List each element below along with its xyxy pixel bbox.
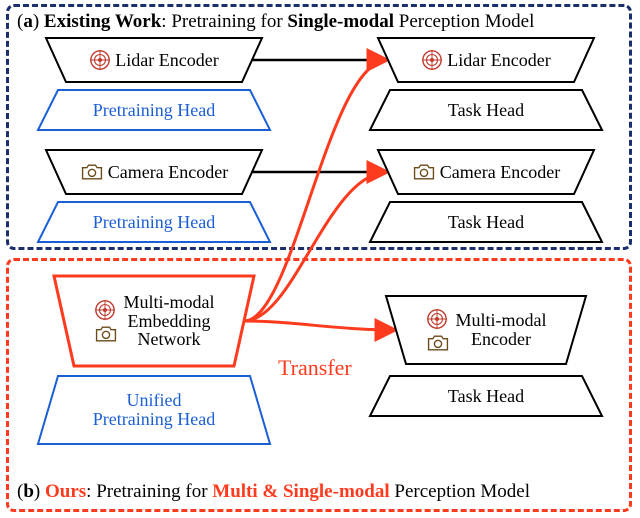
panel-a-title: (a) Existing Work: Pretraining for Singl… xyxy=(17,11,534,33)
camera-icon xyxy=(426,333,450,353)
block-camera-enc-left: Camera Encoder xyxy=(46,150,262,194)
camera-icon xyxy=(80,162,104,182)
block-label: Lidar Encoder xyxy=(46,38,262,82)
block-lidar-enc-right: Lidar Encoder xyxy=(378,38,594,82)
camera-icon xyxy=(94,324,118,344)
block-label: Multi-modalEmbeddingNetwork xyxy=(54,276,254,366)
transfer-label: Transfer xyxy=(278,355,352,381)
block-task-head-1: Task Head xyxy=(370,90,602,130)
block-mm-embed: Multi-modalEmbeddingNetwork xyxy=(54,276,254,366)
block-label: Multi-modalEncoder xyxy=(386,296,586,364)
block-label: Task Head xyxy=(370,202,602,242)
block-label: Task Head xyxy=(370,376,602,416)
block-camera-enc-right: Camera Encoder xyxy=(378,150,594,194)
panel-b-title: (b) Ours: Pretraining for Multi & Single… xyxy=(17,481,530,503)
block-task-head-3: Task Head xyxy=(370,376,602,416)
block-label: Pretraining Head xyxy=(38,90,270,130)
block-unified-head: UnifiedPretraining Head xyxy=(38,376,270,444)
lidar-icon xyxy=(94,299,116,321)
block-task-head-2: Task Head xyxy=(370,202,602,242)
block-mm-enc: Multi-modalEncoder xyxy=(386,296,586,364)
lidar-icon xyxy=(421,49,443,71)
block-label: UnifiedPretraining Head xyxy=(38,376,270,444)
block-label: Camera Encoder xyxy=(46,150,262,194)
camera-icon xyxy=(412,162,436,182)
block-pretrain-head-1: Pretraining Head xyxy=(38,90,270,130)
block-label: Pretraining Head xyxy=(38,202,270,242)
lidar-icon xyxy=(89,49,111,71)
block-label: Camera Encoder xyxy=(378,150,594,194)
block-lidar-enc-left: Lidar Encoder xyxy=(46,38,262,82)
block-label: Lidar Encoder xyxy=(378,38,594,82)
lidar-icon xyxy=(426,308,448,330)
block-pretrain-head-2: Pretraining Head xyxy=(38,202,270,242)
block-label: Task Head xyxy=(370,90,602,130)
